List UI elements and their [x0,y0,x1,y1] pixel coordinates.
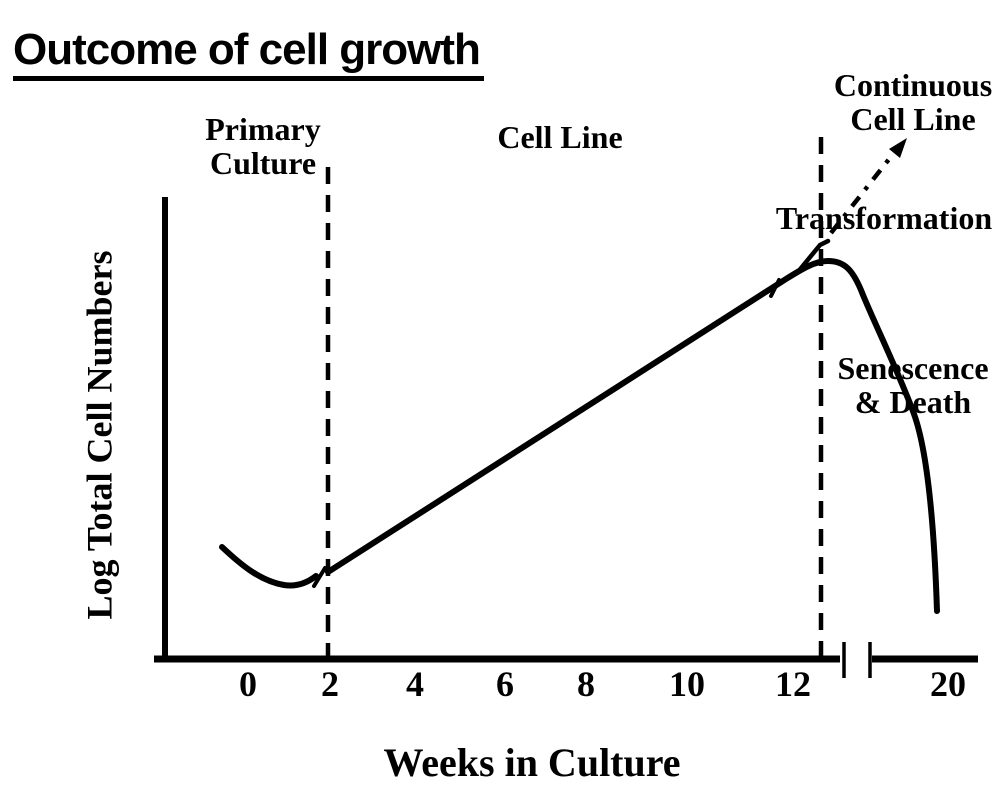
annotation-senescence-death-line2: & Death [854,384,972,420]
annotation-primary-culture-line1: Primary [205,111,321,147]
arrow-dashdot-shaft [829,147,899,235]
arrow-head [889,138,907,158]
x-tick-label-2: 2 [321,664,339,704]
y-axis-label: Log Total Cell Numbers [79,250,120,620]
figure-title: Outcome of cell growth [13,27,484,81]
arrow-tail [794,238,831,276]
x-tick-label-0: 0 [239,664,257,704]
x-tick-label-12: 12 [775,664,811,704]
x-axis-label: Weeks in Culture [383,740,681,785]
curve-growth-peak-decline [325,257,940,614]
curve-initial-decline [219,544,319,589]
annotation-transformation: Transformation [775,200,993,236]
annotation-senescence-death-line1: Senescence [837,350,989,386]
annotation-senescence-death: Senescence & Death [837,351,988,419]
x-tick-label-10: 10 [669,664,705,704]
curve-break-mark-week11 [769,278,781,298]
x-tick-label-6: 6 [496,664,514,704]
x-tick-label-4: 4 [406,664,424,704]
x-tick-label-20: 20 [930,664,966,704]
annotation-continuous-cell-line-line2: Cell Line [850,101,976,137]
annotation-continuous-cell-line-line1: Continuous [833,67,993,103]
annotation-primary-culture: Primary Culture [205,112,321,180]
curve-break-mark-week2 [312,566,327,588]
annotation-continuous-cell-line: Continuous Cell Line [834,68,992,136]
annotation-primary-culture-line2: Culture [209,145,317,181]
x-tick-label-8: 8 [577,664,595,704]
annotation-cell-line: Cell Line [497,119,623,155]
